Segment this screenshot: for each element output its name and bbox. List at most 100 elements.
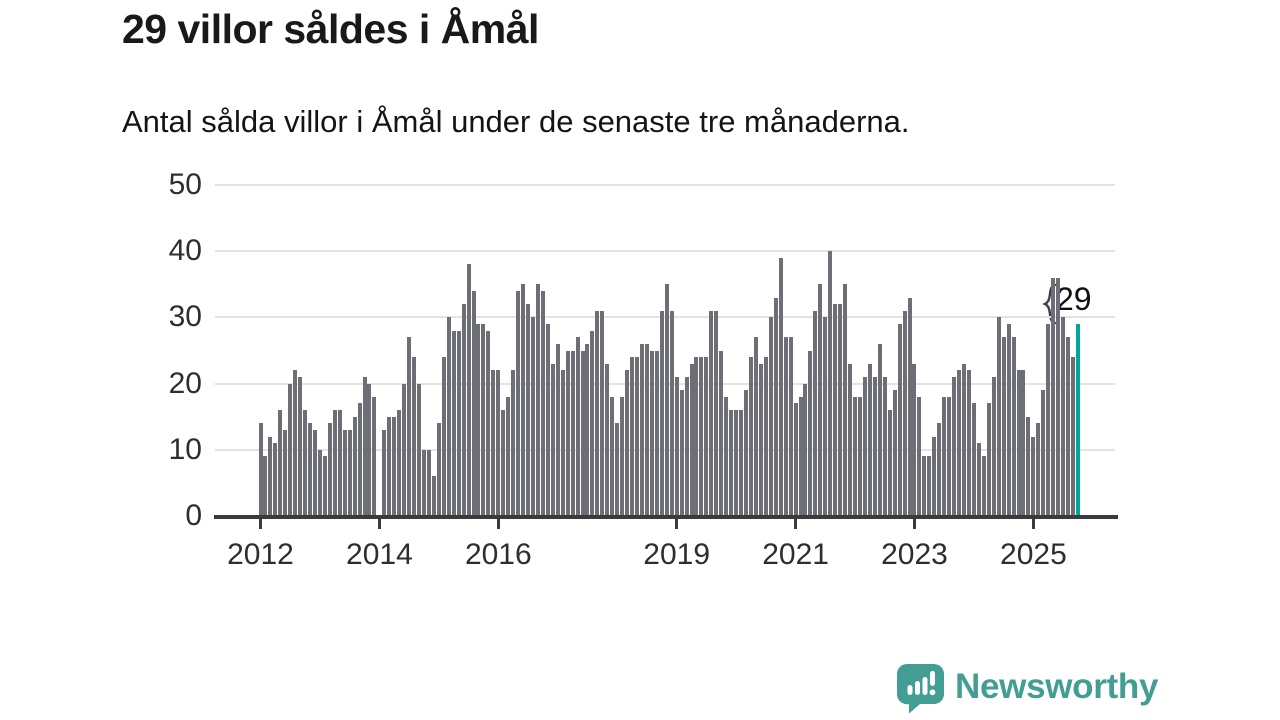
bar (813, 310, 818, 516)
bar (1046, 324, 1051, 516)
bar (298, 376, 303, 516)
bar (1036, 423, 1041, 516)
bar (565, 350, 570, 516)
page-title: 29 villor såldes i Åmål (122, 6, 539, 52)
bar (912, 363, 917, 516)
bar (704, 357, 709, 516)
bar (1071, 357, 1076, 516)
bar (1056, 277, 1061, 516)
bar (1026, 416, 1031, 516)
bar (560, 370, 565, 516)
y-axis-label-20: 20 (168, 366, 202, 400)
bar (639, 343, 644, 516)
bar (605, 363, 610, 516)
bar (308, 423, 313, 516)
bar (907, 297, 912, 516)
bar (446, 317, 451, 516)
bar (303, 410, 308, 516)
bar (1001, 337, 1006, 516)
annotation-brace-icon (1042, 283, 1057, 325)
bar (788, 337, 793, 516)
bar (882, 376, 887, 516)
bar (327, 423, 332, 516)
bar (1041, 390, 1046, 516)
bar (932, 436, 937, 516)
x-axis-line (214, 515, 1118, 519)
bar (580, 350, 585, 516)
bar (392, 416, 397, 516)
gridline-50 (215, 184, 1115, 186)
bar (758, 363, 763, 516)
last-value-annotation: 29 (1056, 281, 1092, 317)
y-axis-label-10: 10 (168, 432, 202, 466)
bar (838, 304, 843, 516)
bar (273, 443, 278, 516)
bar (268, 436, 273, 516)
bar (897, 324, 902, 516)
newsworthy-logo: Newsworthy (896, 663, 1158, 714)
bar (734, 410, 739, 516)
x-axis-tick-2025 (1031, 519, 1035, 529)
bar (293, 370, 298, 516)
bar (481, 324, 486, 516)
bar (397, 410, 402, 516)
bar (367, 383, 372, 516)
bar (996, 317, 1001, 516)
bar (724, 396, 729, 516)
bar (595, 310, 600, 516)
bar (407, 337, 412, 516)
y-axis-label-50: 50 (168, 168, 202, 201)
bar (610, 396, 615, 516)
bar (828, 251, 833, 516)
x-axis-tick-2016 (496, 519, 500, 529)
bar (426, 449, 431, 516)
bar (937, 423, 942, 516)
bar (258, 423, 263, 516)
bar (654, 350, 659, 516)
bar (506, 396, 511, 516)
bar (352, 416, 357, 516)
bar (431, 476, 436, 516)
x-axis-tick-2023 (912, 519, 916, 529)
bar (957, 370, 962, 516)
bar (516, 290, 521, 516)
bar (684, 376, 689, 516)
bar (739, 410, 744, 516)
bar (530, 317, 535, 516)
bar (793, 403, 798, 516)
bar (600, 310, 605, 516)
bar (659, 310, 664, 516)
bar (288, 383, 293, 516)
bar (644, 343, 649, 516)
bar (263, 456, 268, 516)
bar (1031, 436, 1036, 516)
bar (1051, 277, 1056, 516)
bar (753, 337, 758, 516)
y-axis-label-30: 30 (168, 300, 202, 334)
bar (669, 310, 674, 516)
bar (942, 396, 947, 516)
brand-name: Newsworthy (955, 667, 1159, 706)
bar (991, 376, 996, 516)
bar (986, 403, 991, 516)
bar (818, 284, 823, 516)
bar (382, 429, 387, 516)
y-axis-label-0: 0 (185, 499, 202, 532)
bar (635, 357, 640, 516)
bar (927, 456, 932, 516)
bar (853, 396, 858, 516)
bar (357, 403, 362, 516)
bar (491, 370, 496, 516)
bar (486, 330, 491, 516)
bar (476, 324, 481, 516)
bar (763, 357, 768, 516)
bar (976, 443, 981, 516)
bar (555, 343, 560, 516)
bar (342, 429, 347, 516)
bar (461, 304, 466, 516)
x-axis-tick-2014 (377, 519, 381, 529)
bar (857, 396, 862, 516)
bar (773, 297, 778, 516)
chart-subtitle: Antal sålda villor i Åmål under de senas… (122, 104, 910, 139)
bar (521, 284, 526, 516)
